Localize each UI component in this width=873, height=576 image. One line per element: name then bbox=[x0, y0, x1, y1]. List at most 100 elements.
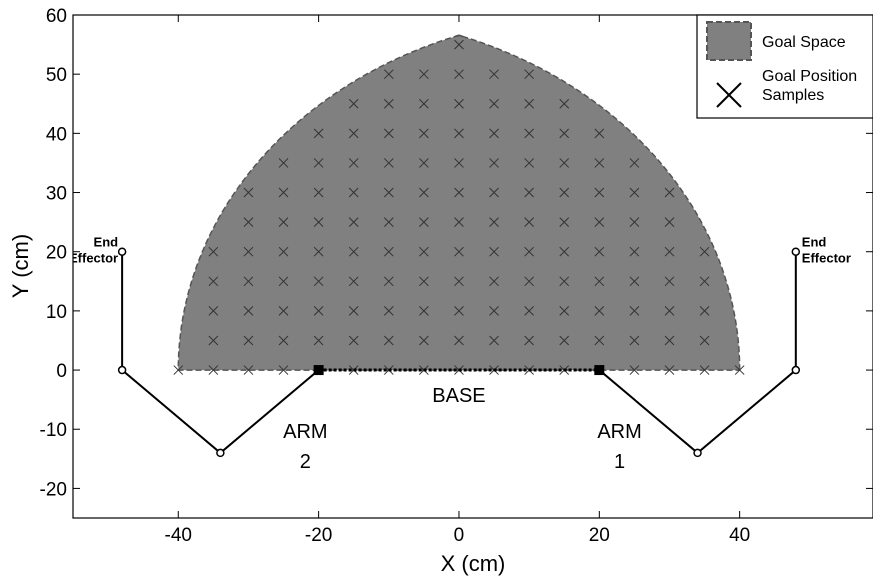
goal-position-sample bbox=[489, 246, 499, 257]
goal-position-sample bbox=[664, 365, 675, 375]
goal-position-sample bbox=[419, 306, 429, 316]
goal-position-sample bbox=[594, 306, 605, 316]
goal-position-sample bbox=[243, 187, 254, 198]
goal-position-sample bbox=[419, 128, 429, 139]
goal-position-sample bbox=[454, 306, 464, 316]
goal-position-sample bbox=[243, 246, 254, 257]
goal-position-sample bbox=[664, 217, 675, 227]
goal-position-sample bbox=[629, 187, 640, 198]
arm-label-line: ARM bbox=[283, 421, 327, 443]
goal-position-sample bbox=[489, 217, 499, 227]
goal-position-sample bbox=[383, 276, 394, 287]
goal-position-sample bbox=[489, 158, 499, 168]
goal-position-sample bbox=[313, 217, 324, 227]
goal-position-sample bbox=[489, 128, 499, 139]
goal-position-sample bbox=[348, 158, 359, 168]
goal-position-sample bbox=[699, 276, 710, 287]
goal-position-sample bbox=[278, 306, 289, 316]
end-effector-label-line: Effector bbox=[69, 251, 118, 266]
y-tick-label: 20 bbox=[46, 243, 67, 264]
goal-position-sample bbox=[629, 246, 640, 257]
goal-position-sample bbox=[383, 335, 394, 346]
goal-position-sample bbox=[383, 187, 394, 198]
goal-position-sample bbox=[348, 128, 359, 139]
y-tick-label: 10 bbox=[46, 302, 67, 323]
goal-position-sample bbox=[454, 98, 464, 109]
goal-position-sample bbox=[313, 306, 324, 316]
goal-position-sample bbox=[559, 158, 570, 168]
goal-position-sample bbox=[559, 306, 570, 316]
goal-position-sample bbox=[594, 335, 605, 346]
goal-position-sample bbox=[454, 187, 464, 198]
goal-position-sample bbox=[489, 306, 499, 316]
goal-position-sample bbox=[559, 276, 570, 287]
y-tick-label: 40 bbox=[46, 124, 67, 145]
goal-position-sample bbox=[313, 246, 324, 257]
goal-position-sample bbox=[419, 98, 429, 109]
arm-base-mount bbox=[313, 365, 324, 376]
arm-joint bbox=[117, 365, 127, 375]
goal-position-sample bbox=[594, 128, 605, 139]
goal-position-sample bbox=[454, 276, 464, 287]
goal-position-sample bbox=[419, 246, 429, 257]
end-effector-label: End Effector bbox=[69, 235, 118, 266]
goal-position-sample bbox=[278, 246, 289, 257]
legend-samples-label-line: Samples bbox=[762, 87, 824, 104]
goal-position-sample bbox=[524, 217, 534, 227]
arm-joint bbox=[117, 247, 127, 256]
goal-position-sample bbox=[278, 158, 289, 168]
goal-position-sample bbox=[383, 128, 394, 139]
goal-position-sample bbox=[664, 246, 675, 257]
goal-position-sample bbox=[383, 69, 394, 80]
goal-space-outer-arc-right bbox=[458, 34, 464, 38]
goal-position-sample bbox=[243, 365, 254, 375]
goal-position-sample bbox=[524, 306, 534, 316]
goal-position-sample bbox=[664, 276, 675, 287]
goal-position-sample bbox=[454, 335, 464, 346]
x-tick-label: -40 bbox=[165, 525, 192, 546]
goal-position-sample bbox=[454, 69, 464, 80]
y-tick-label: 50 bbox=[46, 65, 67, 86]
goal-position-sample bbox=[313, 128, 324, 139]
goal-position-sample bbox=[383, 217, 394, 227]
goal-position-sample bbox=[524, 98, 534, 109]
y-tick-label: -20 bbox=[40, 479, 67, 500]
goal-position-sample bbox=[454, 217, 464, 227]
goal-position-sample bbox=[699, 335, 710, 346]
goal-position-sample bbox=[594, 158, 605, 168]
goal-position-sample bbox=[559, 335, 570, 346]
arm-label-line: 1 bbox=[614, 451, 625, 473]
goal-position-sample bbox=[594, 217, 605, 227]
base-label: BASE bbox=[432, 385, 485, 407]
goal-position-sample bbox=[278, 276, 289, 287]
goal-position-sample bbox=[348, 98, 359, 109]
end-effector-label-line: Effector bbox=[802, 251, 851, 266]
legend-samples-label-line: Goal Position bbox=[762, 68, 857, 85]
goal-position-sample bbox=[348, 187, 359, 198]
goal-position-sample bbox=[208, 276, 219, 287]
goal-position-sample bbox=[313, 187, 324, 198]
goal-position-sample bbox=[208, 335, 219, 346]
goal-position-sample bbox=[489, 69, 499, 80]
y-tick-label: 0 bbox=[56, 361, 67, 382]
goal-space-region bbox=[177, 34, 741, 371]
goal-position-sample bbox=[454, 158, 464, 168]
goal-position-sample bbox=[559, 246, 570, 257]
goal-position-sample bbox=[383, 306, 394, 316]
arm-label: ARM 2 bbox=[283, 421, 327, 473]
goal-position-sample bbox=[629, 217, 640, 227]
goal-position-sample bbox=[524, 128, 534, 139]
goal-position-sample bbox=[489, 276, 499, 287]
goal-position-sample bbox=[559, 187, 570, 198]
x-axis-title: X (cm) bbox=[441, 551, 506, 576]
arm-joint bbox=[693, 448, 702, 458]
goal-position-sample bbox=[489, 335, 499, 346]
goal-position-sample bbox=[699, 306, 710, 316]
plot-frame bbox=[72, 14, 873, 519]
goal-position-sample bbox=[454, 128, 464, 139]
x-tick-label: 40 bbox=[729, 525, 750, 546]
goal-position-sample bbox=[454, 39, 464, 50]
arm-label-line: 2 bbox=[300, 451, 311, 473]
goal-position-sample bbox=[208, 246, 219, 257]
